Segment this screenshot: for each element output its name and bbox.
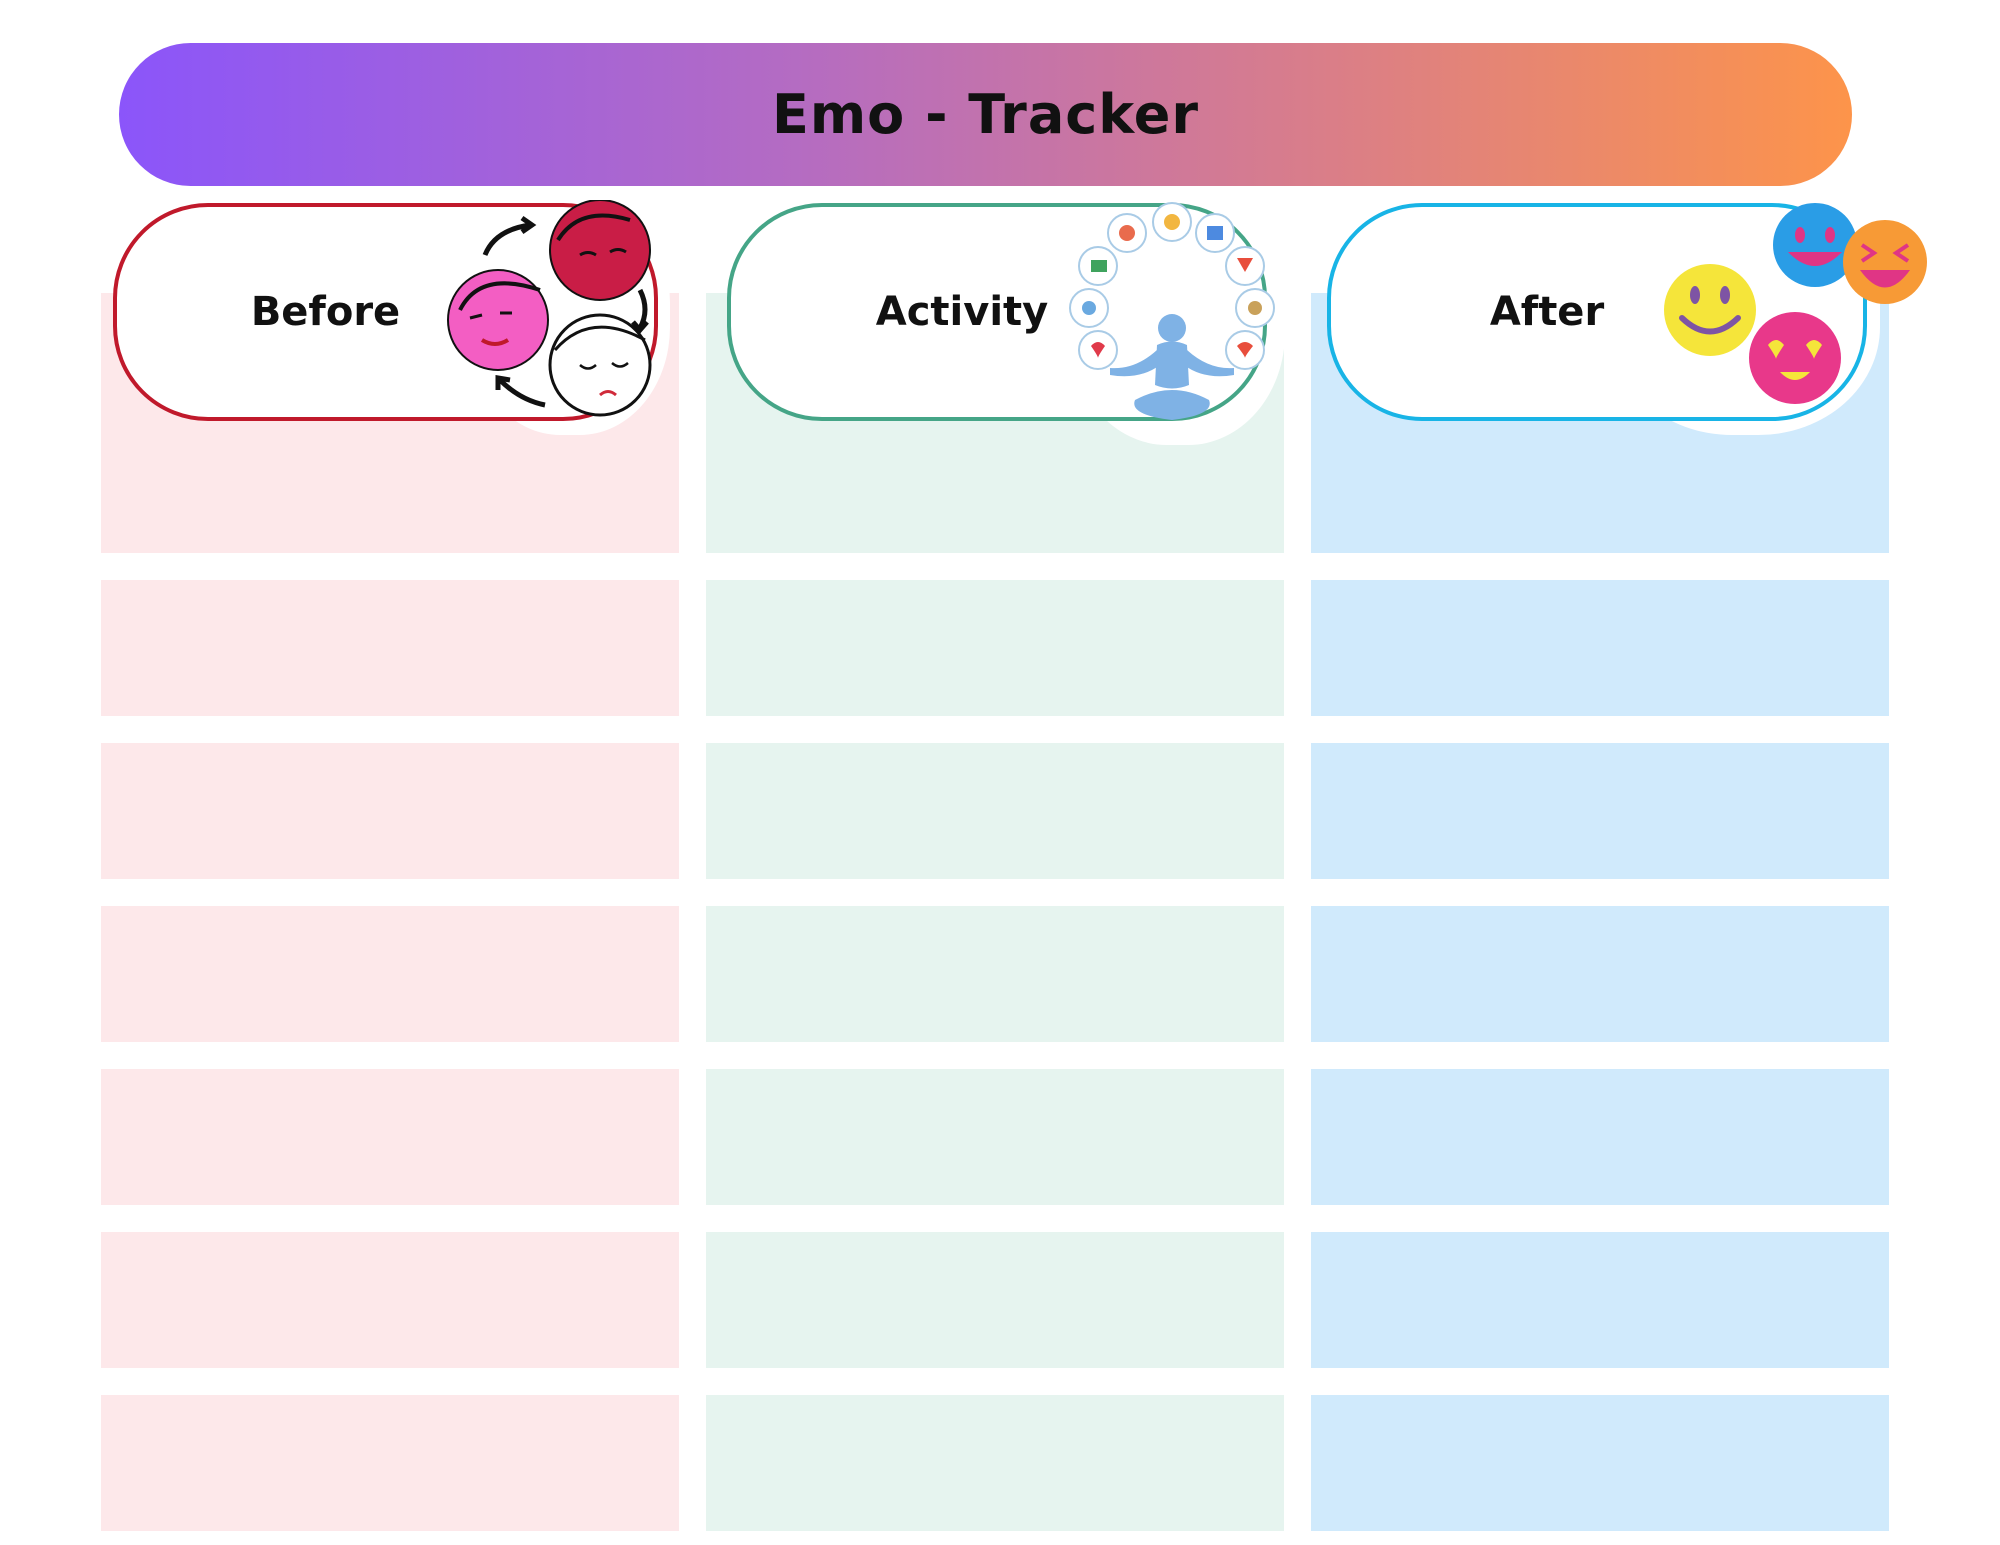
activity-header-label: Activity bbox=[875, 289, 1049, 335]
meditation-activities-icon bbox=[1069, 202, 1275, 420]
happy-emoji-icon bbox=[1664, 203, 1927, 404]
before-cell-5[interactable] bbox=[101, 1069, 679, 1205]
activity-cell-7[interactable] bbox=[706, 1395, 1284, 1531]
after-cell-6[interactable] bbox=[1311, 1232, 1889, 1368]
after-cell-2[interactable] bbox=[1311, 580, 1889, 716]
before-cell-2[interactable] bbox=[101, 580, 679, 716]
mood-cycle-faces-icon bbox=[447, 200, 652, 417]
activity-cell-5[interactable] bbox=[706, 1069, 1284, 1205]
before-cell-6[interactable] bbox=[101, 1232, 679, 1368]
after-cell-5[interactable] bbox=[1311, 1069, 1889, 1205]
before-cell-4[interactable] bbox=[101, 906, 679, 1042]
activity-cell-4[interactable] bbox=[706, 906, 1284, 1042]
after-header-label: After bbox=[1489, 289, 1605, 335]
before-cell-3[interactable] bbox=[101, 743, 679, 879]
title-bar: Emo - Tracker bbox=[119, 43, 1852, 186]
activity-cell-2[interactable] bbox=[706, 580, 1284, 716]
activity-cell-6[interactable] bbox=[706, 1232, 1284, 1368]
before-header-label: Before bbox=[250, 289, 401, 335]
after-cell-7[interactable] bbox=[1311, 1395, 1889, 1531]
page-title: Emo - Tracker bbox=[772, 83, 1199, 146]
after-cell-4[interactable] bbox=[1311, 906, 1889, 1042]
before-cell-7[interactable] bbox=[101, 1395, 679, 1531]
after-cell-3[interactable] bbox=[1311, 743, 1889, 879]
activity-cell-3[interactable] bbox=[706, 743, 1284, 879]
